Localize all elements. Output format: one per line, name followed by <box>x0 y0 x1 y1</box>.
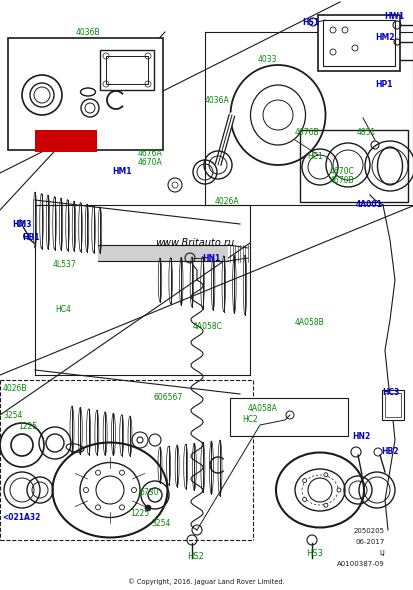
Text: 4676A: 4676A <box>138 149 163 158</box>
Text: HC3: HC3 <box>382 388 399 397</box>
Text: 4670C: 4670C <box>330 167 355 176</box>
Circle shape <box>303 497 306 502</box>
Circle shape <box>324 473 328 477</box>
Bar <box>230 398 348 436</box>
Bar <box>318 15 400 71</box>
Circle shape <box>83 487 88 493</box>
Text: HB1: HB1 <box>22 233 40 242</box>
Text: LJ: LJ <box>379 550 385 556</box>
Text: 2050205: 2050205 <box>354 528 385 534</box>
Text: 4036B: 4036B <box>76 28 101 37</box>
Text: HS1: HS1 <box>302 18 319 27</box>
Text: 6730: 6730 <box>140 488 159 497</box>
Bar <box>100 50 154 90</box>
Text: 1225: 1225 <box>130 509 149 518</box>
Text: HP1: HP1 <box>375 80 392 89</box>
Text: HM2: HM2 <box>375 33 394 42</box>
Text: HC1: HC1 <box>307 152 323 161</box>
Circle shape <box>95 505 100 510</box>
Text: HN1: HN1 <box>202 254 220 263</box>
Bar <box>323 20 395 66</box>
Text: 4026A: 4026A <box>215 197 240 206</box>
Text: 4670A: 4670A <box>138 158 163 167</box>
Text: HS2: HS2 <box>187 552 204 561</box>
Text: A0100387-09: A0100387-09 <box>337 561 385 567</box>
Bar <box>8 38 163 150</box>
Text: 4033: 4033 <box>258 55 278 64</box>
Circle shape <box>119 505 124 510</box>
Text: HC2: HC2 <box>242 415 258 424</box>
Text: 4026B: 4026B <box>3 384 28 393</box>
Text: 3254: 3254 <box>3 411 22 420</box>
Text: 4A058B: 4A058B <box>295 318 325 327</box>
Circle shape <box>324 503 328 507</box>
Text: HM1: HM1 <box>112 167 131 176</box>
Circle shape <box>95 470 100 475</box>
Text: HW1: HW1 <box>384 12 404 21</box>
Bar <box>382 390 404 420</box>
Circle shape <box>34 87 50 103</box>
Text: 4036A: 4036A <box>205 96 230 105</box>
Bar <box>385 393 401 417</box>
Circle shape <box>337 488 341 492</box>
Text: HC4: HC4 <box>55 305 71 314</box>
Bar <box>35 130 97 152</box>
Text: www.Britauto.ru: www.Britauto.ru <box>155 238 235 248</box>
Text: 4L537: 4L537 <box>53 260 77 269</box>
Text: HM3: HM3 <box>12 220 31 229</box>
Text: 4A058C: 4A058C <box>193 322 223 331</box>
Text: <021A32: <021A32 <box>2 513 40 522</box>
Circle shape <box>119 470 124 475</box>
Text: HN2: HN2 <box>352 432 370 441</box>
Circle shape <box>145 505 151 511</box>
Text: 1225: 1225 <box>18 422 37 431</box>
Bar <box>106 56 148 84</box>
Circle shape <box>303 478 306 483</box>
Bar <box>98 245 228 261</box>
Text: 4A058A: 4A058A <box>248 404 278 413</box>
Circle shape <box>131 487 137 493</box>
Text: 4851: 4851 <box>357 128 376 137</box>
Bar <box>300 130 408 202</box>
Text: HS3: HS3 <box>306 549 323 558</box>
Text: 3254: 3254 <box>151 519 171 528</box>
Text: 606567: 606567 <box>153 393 182 402</box>
Text: © Copyright, 2016. Jaguar Land Rover Limited.: © Copyright, 2016. Jaguar Land Rover Lim… <box>128 578 285 585</box>
Text: 4670B: 4670B <box>330 176 355 185</box>
Text: 4676B: 4676B <box>295 128 320 137</box>
Text: 06-2017: 06-2017 <box>356 539 385 545</box>
Text: HB2: HB2 <box>381 447 399 456</box>
Text: 4A001: 4A001 <box>356 200 383 209</box>
